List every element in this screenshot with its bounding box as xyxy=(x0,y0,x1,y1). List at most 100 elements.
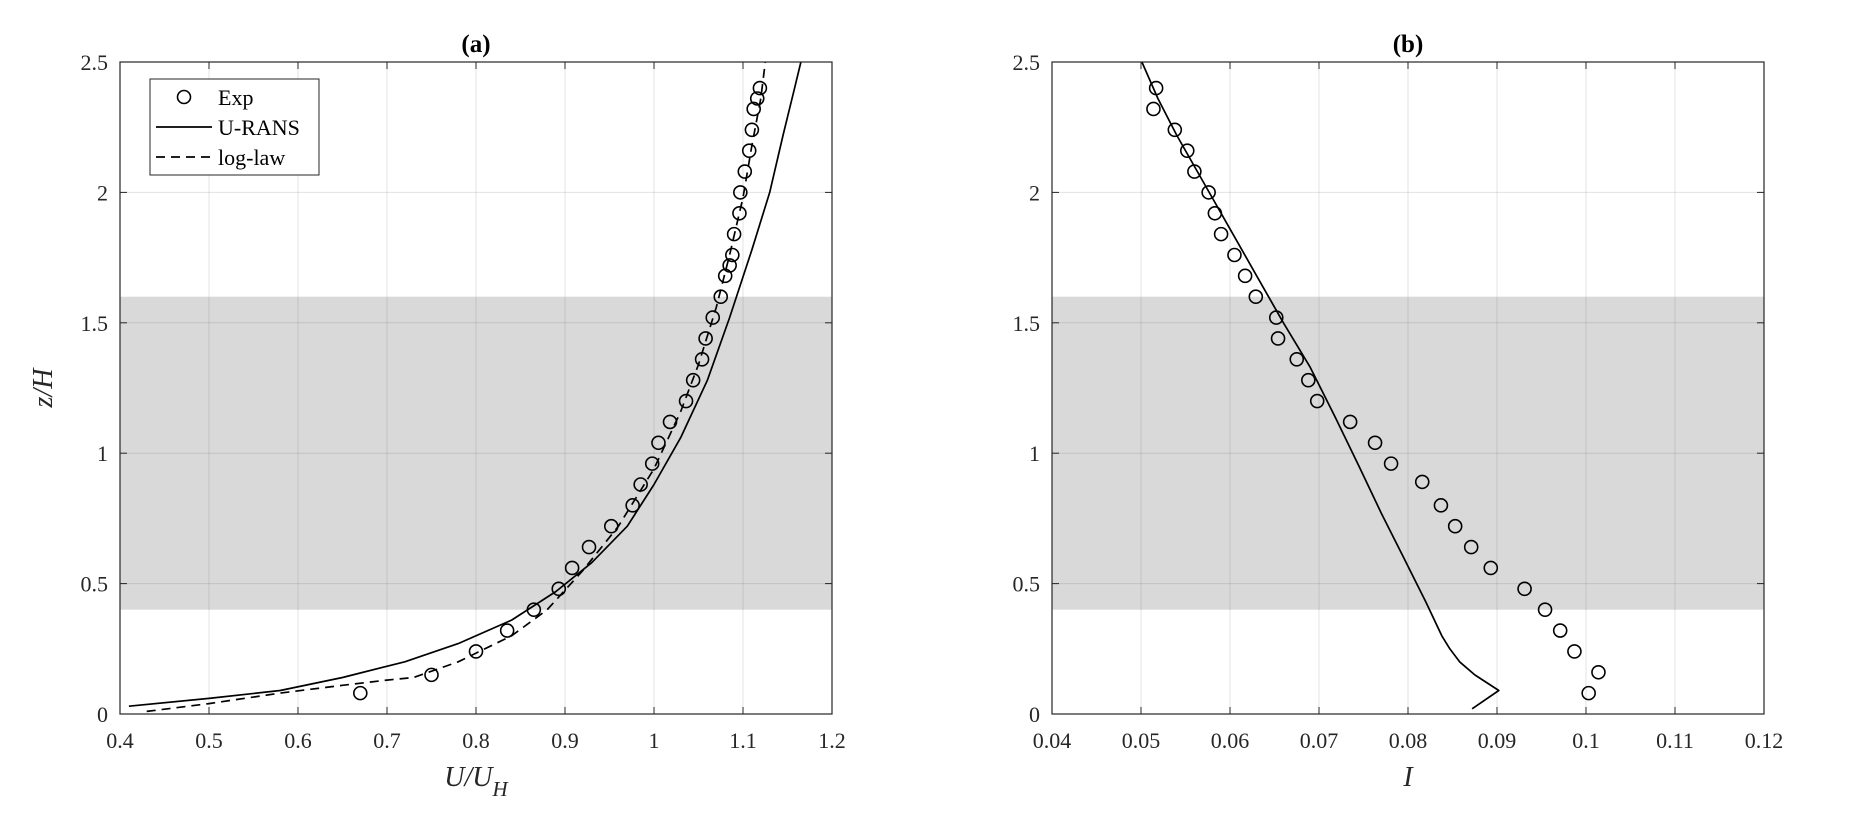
y-tick-label: 1 xyxy=(97,441,108,466)
exp-point xyxy=(1309,393,1325,409)
x-tick-label: 0.11 xyxy=(1656,728,1694,753)
exp-point xyxy=(1483,560,1499,576)
y-tick-label: 1.5 xyxy=(1013,311,1041,336)
shaded-band xyxy=(1052,296,1764,610)
exp-point xyxy=(651,435,666,451)
exp-point xyxy=(1237,268,1253,284)
panel-title: (b) xyxy=(1393,31,1424,58)
exp-point xyxy=(1248,289,1264,305)
shaded-band xyxy=(120,296,832,610)
exp-point xyxy=(468,644,484,659)
y-tick-label: 1 xyxy=(1029,441,1040,466)
y-axis-label: z/H xyxy=(28,367,59,409)
x-tick-label: 0.12 xyxy=(1745,728,1784,753)
x-tick-label: 0.7 xyxy=(373,728,401,753)
y-tick-label: 2.5 xyxy=(81,50,109,75)
exp-point xyxy=(1342,414,1358,430)
x-tick-label: 0.05 xyxy=(1122,728,1161,753)
x-tick-label: 0.5 xyxy=(195,728,223,753)
x-tick-label: 0.09 xyxy=(1478,728,1517,753)
x-tick-label: 0.08 xyxy=(1389,728,1428,753)
legend-label: U-RANS xyxy=(218,115,300,140)
exp-point xyxy=(551,581,567,597)
x-tick-label: 0.6 xyxy=(284,728,312,753)
exp-point xyxy=(744,122,760,138)
exp-point xyxy=(1227,247,1242,263)
panel-a: 0.4 0.5 0.6 0.7 0.8 0.9 1 1.1 1.2 0 0.5 1 1.5 2 2.5 (a)… xyxy=(28,31,846,801)
exp-point xyxy=(581,539,597,555)
y-tick-label: 2.5 xyxy=(1013,50,1041,75)
exp-point xyxy=(1581,685,1596,701)
exp-point xyxy=(1146,101,1161,117)
exp-point xyxy=(741,143,757,158)
exp-point xyxy=(1167,122,1183,138)
exp-point xyxy=(564,560,580,576)
exp-point xyxy=(1289,352,1305,367)
exp-point xyxy=(1179,143,1195,158)
x-tick-label: 0.4 xyxy=(106,728,134,753)
exp-point xyxy=(1517,581,1532,597)
legend-label: Exp xyxy=(218,85,253,110)
exp-point xyxy=(1414,474,1430,490)
x-axis-label-subscript: H xyxy=(492,777,510,801)
x-tick-label: 0.8 xyxy=(462,728,490,753)
u-rans-line xyxy=(128,61,802,708)
x-tick-label: 0.9 xyxy=(551,728,579,753)
exp-point xyxy=(1591,664,1606,680)
x-tick-label: 1.2 xyxy=(818,728,846,753)
x-tick-label: 0.06 xyxy=(1211,728,1250,753)
exp-point xyxy=(705,310,721,325)
exp-point xyxy=(749,91,765,106)
legend-marker-exp xyxy=(176,89,192,105)
x-axis-label: U/UH xyxy=(444,762,509,801)
exp-point xyxy=(1367,435,1383,451)
exp-point xyxy=(644,456,660,471)
exp-point xyxy=(1463,539,1479,555)
x-tick-label: 0.1 xyxy=(1572,728,1600,753)
x-axis-label-main: I xyxy=(1402,762,1414,793)
exp-point xyxy=(1447,518,1463,534)
y-tick-label: 0.5 xyxy=(1013,572,1041,597)
exp-point xyxy=(1213,226,1229,242)
exp-point xyxy=(352,685,368,701)
exp-point xyxy=(725,247,740,263)
panel-title: (a) xyxy=(461,31,490,58)
exp-point xyxy=(722,258,737,273)
exp-point xyxy=(1270,331,1286,346)
exp-point xyxy=(1201,185,1216,200)
exp-point xyxy=(733,185,748,200)
y-tick-label: 2 xyxy=(97,180,108,205)
legend: Exp U-RANS log-law xyxy=(149,78,320,176)
x-axis-label-main: U/U xyxy=(444,762,494,793)
u-rans-line xyxy=(1141,61,1500,710)
exp-point xyxy=(1383,456,1399,471)
exp-point xyxy=(752,80,768,96)
exp-point xyxy=(424,667,439,683)
y-tick-label: 1.5 xyxy=(81,311,109,336)
panel-b: 0.04 0.05 0.06 0.07 0.08 0.09 0.1 0.11 0.12 0 0.5 1… xyxy=(1013,31,1784,793)
exp-markers xyxy=(1146,80,1606,701)
y-tick-label: 2 xyxy=(1029,180,1040,205)
exp-point xyxy=(1433,498,1449,513)
exp-point xyxy=(732,205,747,221)
exp-point xyxy=(678,393,694,409)
exp-point xyxy=(625,498,640,513)
exp-point xyxy=(1552,623,1568,638)
y-tick-label: 0 xyxy=(97,702,108,727)
legend-label: log-law xyxy=(218,145,285,170)
x-tick-label: 1.1 xyxy=(729,728,757,753)
exp-point xyxy=(737,164,753,179)
x-axis-label: I xyxy=(1402,762,1414,793)
exp-point xyxy=(726,226,742,242)
y-tick-label: 0 xyxy=(1029,702,1040,727)
exp-point xyxy=(685,372,701,388)
x-tick-label: 0.04 xyxy=(1033,728,1072,753)
x-tick-label: 0.07 xyxy=(1300,728,1339,753)
exp-point xyxy=(499,623,515,638)
y-tick-label: 0.5 xyxy=(81,572,109,597)
exp-point xyxy=(1537,602,1553,617)
log-law-line xyxy=(146,61,767,713)
x-tick-label: 1 xyxy=(649,728,660,753)
exp-point xyxy=(1567,644,1582,659)
